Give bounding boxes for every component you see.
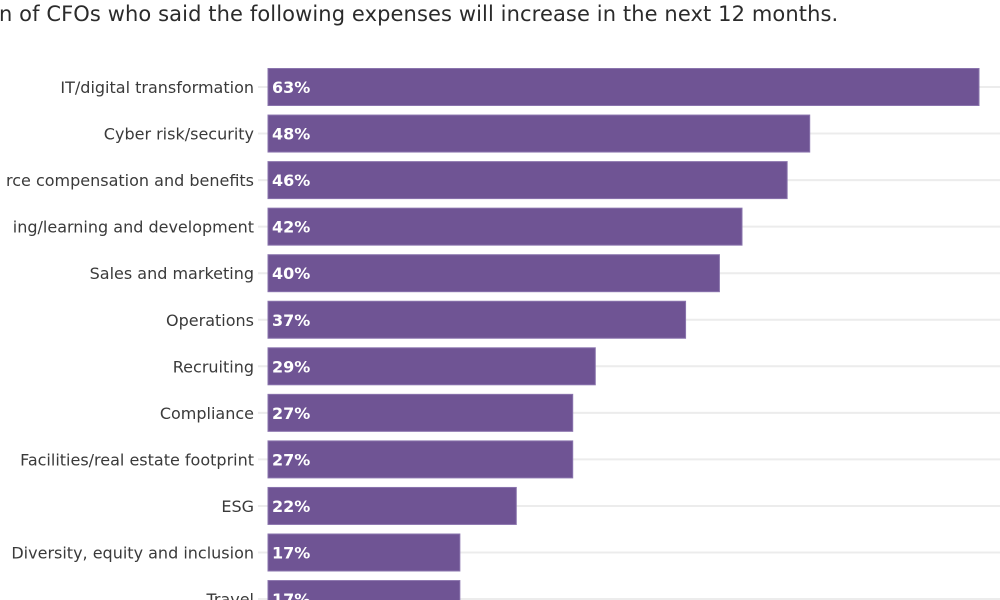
bar: [267, 114, 811, 153]
category-label: ing/learning and development: [13, 218, 254, 237]
value-label: 46%: [272, 171, 310, 190]
bar: [267, 393, 574, 432]
bar: [267, 207, 743, 246]
bar: [267, 533, 461, 572]
value-label: 63%: [272, 78, 310, 97]
value-label: 22%: [272, 497, 310, 516]
bar: [267, 440, 574, 479]
value-label: 40%: [272, 264, 310, 283]
category-label: Diversity, equity and inclusion: [11, 544, 254, 563]
bar: [267, 161, 788, 200]
category-label: IT/digital transformation: [60, 78, 254, 97]
value-label: 17%: [272, 544, 310, 563]
bar: [267, 347, 596, 386]
chart-title: on of CFOs who said the following expens…: [0, 2, 839, 26]
value-label: 17%: [272, 590, 310, 600]
value-label: 27%: [272, 404, 310, 423]
bar: [267, 254, 720, 293]
value-label: 37%: [272, 311, 310, 330]
value-label: 27%: [272, 450, 310, 469]
value-label: 42%: [272, 218, 310, 237]
category-label: Cyber risk/security: [104, 125, 254, 144]
value-label: 48%: [272, 125, 310, 144]
category-label: Facilities/real estate footprint: [20, 450, 254, 469]
category-label: Compliance: [160, 404, 254, 423]
bar: [267, 580, 461, 600]
bar: [267, 300, 687, 339]
category-label: rce compensation and benefits: [6, 171, 254, 190]
bar: [267, 68, 980, 106]
category-label: ESG: [221, 497, 254, 516]
category-label: Operations: [166, 311, 254, 330]
value-label: 29%: [272, 357, 310, 376]
category-label: Recruiting: [173, 357, 254, 376]
category-label: Travel: [205, 590, 254, 600]
bar: [267, 486, 517, 525]
category-label: Sales and marketing: [90, 264, 254, 283]
